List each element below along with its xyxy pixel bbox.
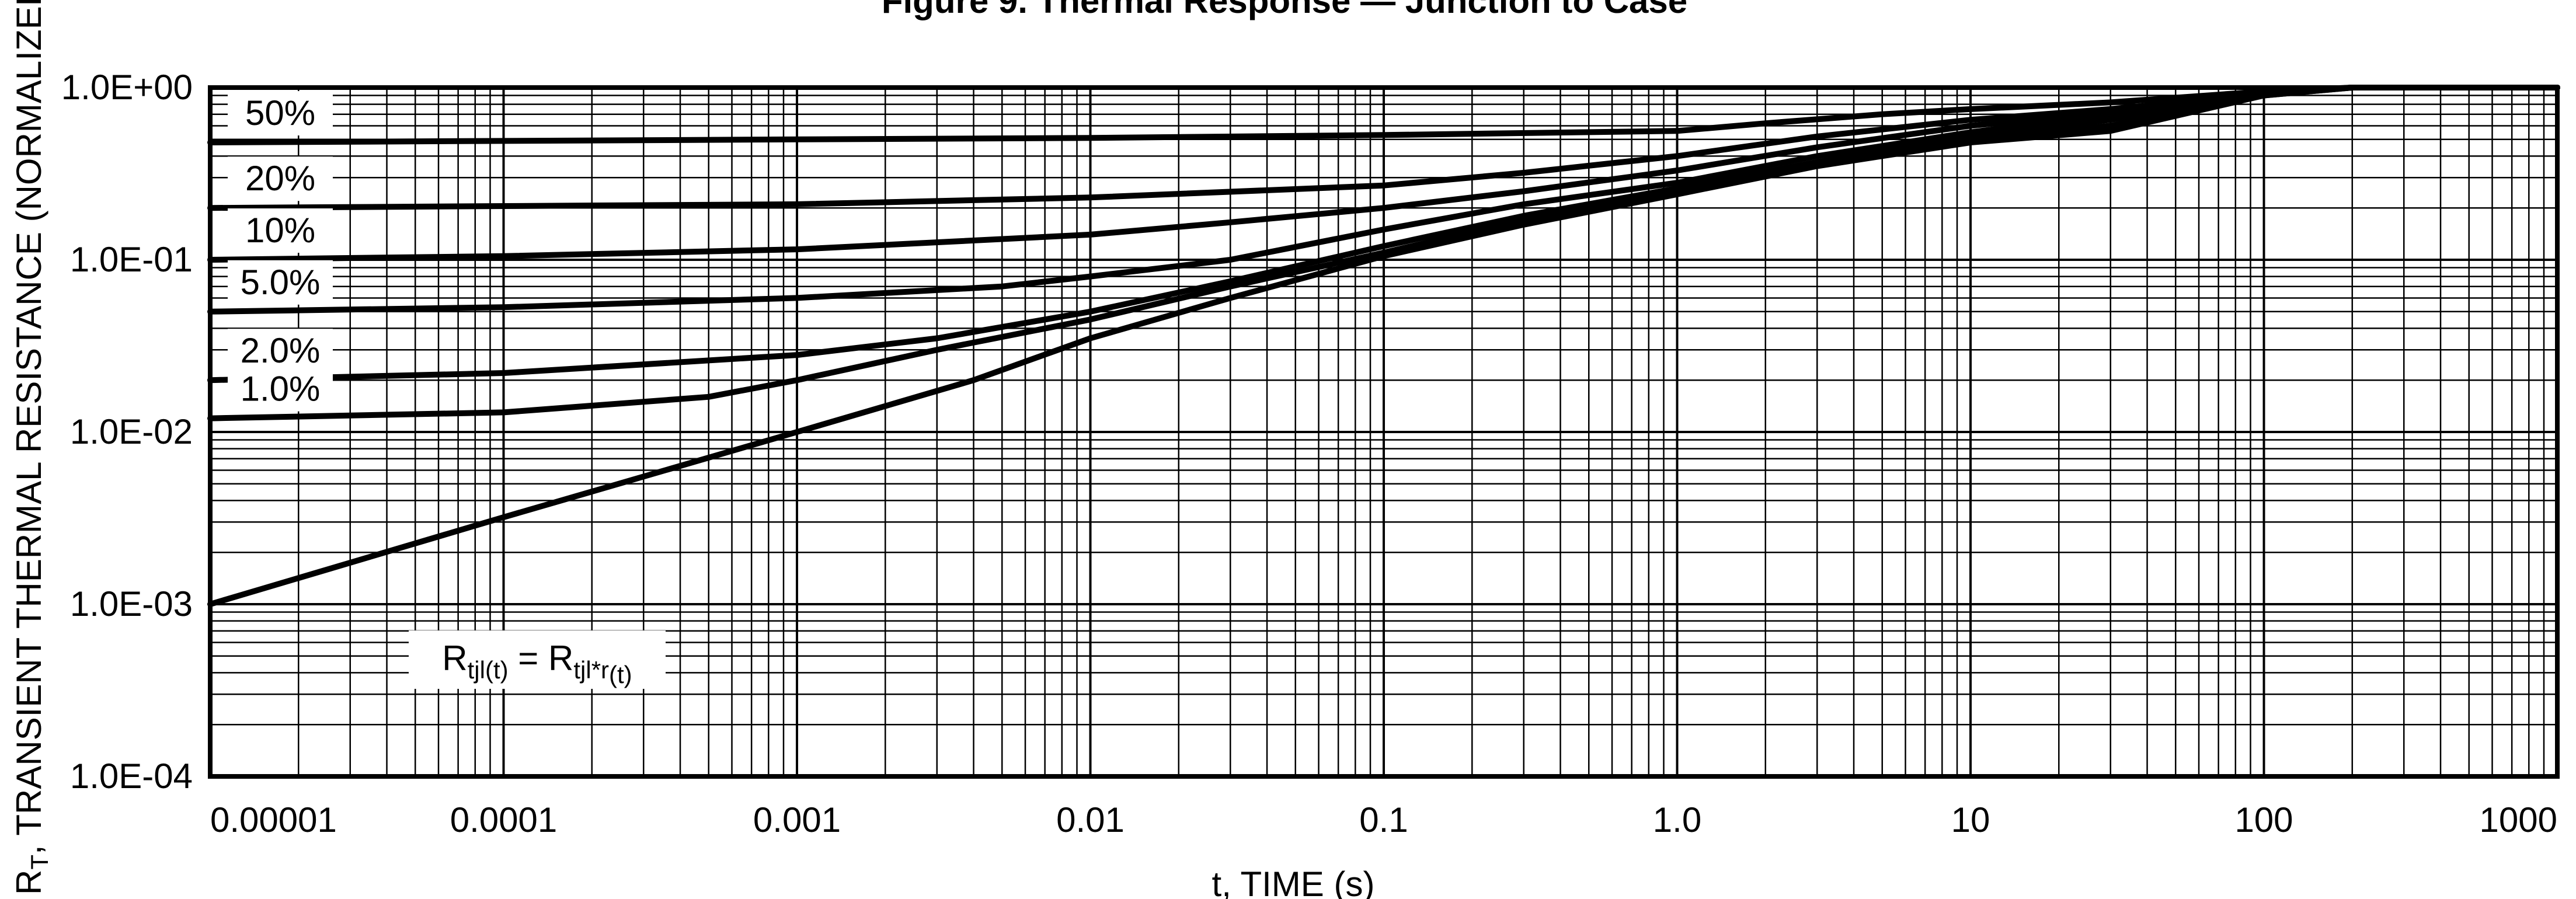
y-tick-label: 1.0E-01 (70, 240, 193, 279)
curve-label: 1.0% (241, 370, 321, 409)
y-axis-label: RT, TRANSIENT THERMAL RESISTANCE (NORMAL… (9, 0, 53, 895)
curve-label-background (228, 367, 333, 412)
curve-labels: 50% 20% 10% 5.0% 2.0%1.0% (228, 91, 333, 412)
y-axis-label-symbol: R (9, 870, 48, 895)
plot-curves (207, 85, 2560, 607)
y-tick-label: 1.0E-04 (70, 757, 193, 796)
y-axis-label-subscript: T (26, 855, 53, 870)
formula-lhs-subscript: tjl(t) (468, 656, 509, 684)
formula-rhs-subscript-2: (t) (609, 661, 632, 688)
x-tick-label: 1000 (2480, 800, 2557, 839)
x-tick-label: 1.0 (1653, 800, 1701, 839)
formula-rhs-subscript: tjl (573, 656, 591, 684)
series-line (207, 85, 2560, 384)
curve-label: 5.0% (241, 263, 321, 302)
curve-label: 50% (245, 93, 315, 133)
x-tick-label: 0.1 (1359, 800, 1408, 839)
curve-label: 20% (245, 159, 315, 198)
x-tick-label: 0.00001 (210, 800, 337, 839)
curve-label: 2.0% (241, 331, 321, 370)
chart-title: Figure 9. Thermal Response — Junction to… (882, 0, 1687, 20)
x-tick-label: 10 (1951, 800, 1990, 839)
y-tick-label: 1.0E+00 (61, 68, 193, 107)
x-axis-label: t, TIME (s) (1212, 865, 1375, 899)
curve-label-background (228, 260, 333, 305)
curve-label-background (228, 156, 333, 201)
y-axis-label-text: , TRANSIENT THERMAL RESISTANCE (NORMALIZ… (9, 0, 48, 855)
formula-box-background (409, 630, 666, 689)
y-tick-label: 1.0E-02 (70, 412, 193, 451)
x-tick-labels: 0.00001 0.0001 0.001 0.01 0.1 1.0 10 100 1000 (210, 800, 2557, 839)
y-tick-label: 1.0E-03 (70, 584, 193, 623)
curve-label-background (228, 91, 333, 136)
y-tick-labels: 1.0E+00 1.0E-01 1.0E-02 1.0E-03 1.0E-04 (61, 68, 193, 796)
formula-lhs: R (442, 639, 467, 678)
x-tick-label: 100 (2234, 800, 2293, 839)
formula-star: *r (591, 656, 609, 684)
x-tick-label: 0.01 (1056, 800, 1125, 839)
series-line (207, 85, 2560, 607)
formula-text: Rtjl(t) = Rtjl*r(t) (442, 639, 632, 688)
formula-box: Rtjl(t) = Rtjl*r(t) (409, 630, 666, 689)
plot-frame (208, 85, 2560, 779)
formula-equals: = R (509, 639, 574, 678)
x-tick-label: 0.001 (753, 800, 841, 839)
curve-label-background (228, 329, 333, 374)
x-tick-label: 0.0001 (450, 800, 558, 839)
curve-label: 10% (245, 211, 315, 250)
curve-label-background (228, 208, 333, 253)
